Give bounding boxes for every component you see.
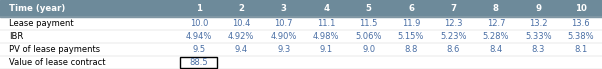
Text: 8.8: 8.8 [405,45,418,54]
Text: 10.4: 10.4 [232,19,250,28]
Text: 10.0: 10.0 [190,19,208,28]
Text: 12.7: 12.7 [486,19,505,28]
Text: PV of lease payments: PV of lease payments [9,45,100,54]
Text: Time (year): Time (year) [9,4,65,13]
Text: 8.1: 8.1 [574,45,588,54]
Text: 11.5: 11.5 [359,19,378,28]
Text: 9.4: 9.4 [235,45,248,54]
Bar [180,57,217,68]
Text: IBR: IBR [9,32,23,41]
Text: 1: 1 [196,4,202,13]
Text: 9.5: 9.5 [192,45,205,54]
Text: 2: 2 [238,4,244,13]
Text: 5.28%: 5.28% [483,32,509,41]
Text: 4: 4 [323,4,329,13]
Text: 8.6: 8.6 [447,45,460,54]
Text: 11.9: 11.9 [402,19,420,28]
Text: 5: 5 [365,4,371,13]
Text: 6: 6 [408,4,414,13]
Text: 8.3: 8.3 [532,45,545,54]
Text: 4.98%: 4.98% [313,32,340,41]
Text: 10.7: 10.7 [275,19,293,28]
Text: 9.0: 9.0 [362,45,375,54]
Text: 8.4: 8.4 [489,45,503,54]
Text: 5.23%: 5.23% [440,32,467,41]
Text: 9: 9 [535,4,541,13]
Text: Value of lease contract: Value of lease contract [9,58,105,67]
Text: 4.94%: 4.94% [185,32,212,41]
Text: 5.38%: 5.38% [568,32,594,41]
Text: 3: 3 [281,4,287,13]
Text: 10: 10 [575,4,587,13]
Text: 13.2: 13.2 [529,19,548,28]
Text: 5.06%: 5.06% [355,32,382,41]
Bar [0,0,602,17]
Text: 5.33%: 5.33% [525,32,551,41]
Text: 7: 7 [450,4,456,13]
Text: 4.92%: 4.92% [228,32,255,41]
Text: 5.15%: 5.15% [398,32,424,41]
Text: 11.1: 11.1 [317,19,335,28]
Text: Lease payment: Lease payment [9,19,73,28]
Text: 9.1: 9.1 [320,45,333,54]
Text: 8: 8 [493,4,499,13]
Text: 13.6: 13.6 [571,19,590,28]
Text: 4.90%: 4.90% [270,32,297,41]
Text: 9.3: 9.3 [277,45,290,54]
Text: 88.5: 88.5 [190,58,208,67]
Text: 12.3: 12.3 [444,19,463,28]
